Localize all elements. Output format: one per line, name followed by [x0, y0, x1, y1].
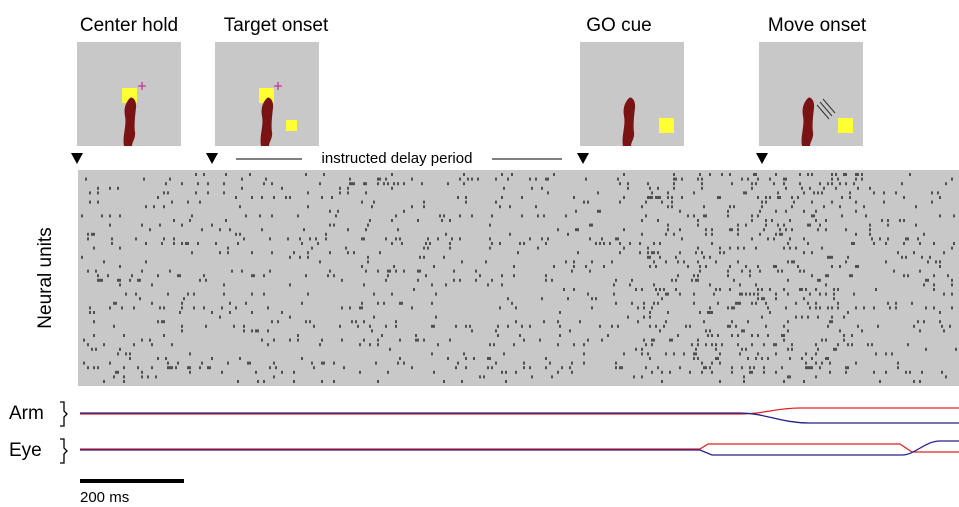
- scale-label: 200 ms: [80, 489, 129, 506]
- arm-trace: [80, 407, 959, 415]
- eye-trace: [80, 440, 959, 456]
- trace-label: Eye: [9, 440, 42, 461]
- event-label: Center hold: [80, 15, 178, 36]
- raster-background: [78, 170, 959, 386]
- arm-trace: [80, 412, 959, 424]
- axis-label: Neural units: [35, 227, 56, 328]
- brace: [60, 401, 68, 427]
- brace: [60, 438, 68, 464]
- event-label: Target onset: [224, 15, 329, 36]
- event-label: Move onset: [768, 15, 867, 36]
- eye-trace: [80, 443, 959, 453]
- trace-label: Arm: [9, 403, 44, 424]
- event-label: GO cue: [586, 15, 651, 36]
- task-panel: [215, 42, 319, 146]
- delay-label: instructed delay period: [322, 150, 473, 167]
- task-panel: [77, 42, 181, 146]
- raster: [81, 173, 957, 383]
- task-panel: [580, 42, 684, 146]
- task-panel: [759, 42, 863, 146]
- scale-bar: [80, 479, 184, 483]
- event-marker: [71, 153, 768, 164]
